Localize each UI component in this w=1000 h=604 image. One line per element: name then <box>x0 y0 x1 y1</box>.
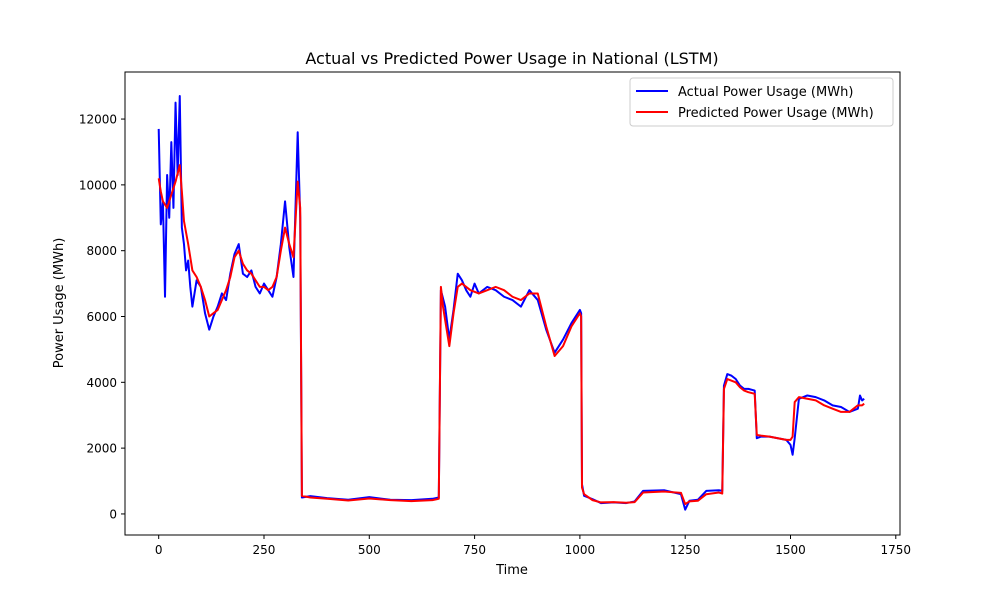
x-tick-label: 500 <box>358 543 381 557</box>
series-line-predicted <box>157 164 865 506</box>
y-tick-label: 4000 <box>86 376 117 390</box>
legend-label: Predicted Power Usage (MWh) <box>678 106 874 121</box>
y-tick-label: 0 <box>109 507 117 521</box>
y-axis-label: Power Usage (MWh) <box>52 238 67 369</box>
legend-box <box>629 77 894 127</box>
x-axis-label: Time <box>495 563 528 578</box>
y-tick-label: 6000 <box>86 310 117 324</box>
y-tick-label: 8000 <box>86 244 117 258</box>
x-tick-label: 1500 <box>775 543 806 557</box>
y-tick-label: 10000 <box>79 178 117 192</box>
x-tick-label: 1250 <box>670 543 701 557</box>
x-tick-label: 250 <box>253 543 276 557</box>
chart-title: Actual vs Predicted Power Usage in Natio… <box>305 49 718 68</box>
x-tick-label: 1000 <box>565 543 596 557</box>
y-tick-label: 12000 <box>79 113 117 127</box>
series-line-actual <box>157 95 865 511</box>
x-tick-label: 1750 <box>881 543 912 557</box>
y-tick-label: 2000 <box>86 442 117 456</box>
y-axis: 0 2000 4000 6000 8000 10000 12000 <box>79 113 125 521</box>
x-tick-label: 0 <box>155 543 163 557</box>
x-tick-label: 750 <box>463 543 486 557</box>
legend: Actual Power Usage (MWh) Predicted Power … <box>629 77 894 127</box>
x-axis: 0 250 500 750 1000 1250 1500 1750 <box>155 535 911 557</box>
plot-area-frame <box>124 71 901 536</box>
legend-label: Actual Power Usage (MWh) <box>678 85 853 100</box>
